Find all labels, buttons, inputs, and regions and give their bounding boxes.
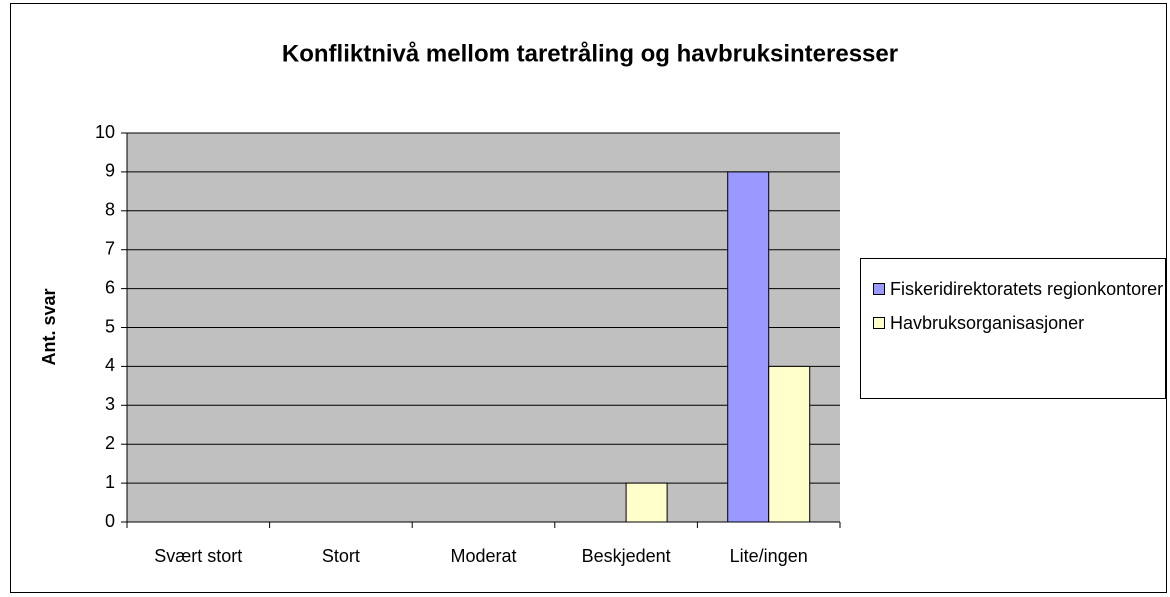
y-tick-label: 9 <box>105 161 115 181</box>
x-tick-label: Svært stort <box>154 546 242 566</box>
y-tick-label: 3 <box>105 394 115 414</box>
x-tick-label: Moderat <box>450 546 516 566</box>
y-tick-label: 7 <box>105 238 115 258</box>
x-tick-label: Beskjedent <box>582 546 671 566</box>
y-tick-label: 5 <box>105 316 115 336</box>
bar <box>625 482 668 523</box>
legend: Fiskeridirektoratets regionkontorer Havbr… <box>860 258 1166 399</box>
bar <box>727 171 770 523</box>
legend-entry: Fiskeridirektoratets regionkontorer <box>873 277 1165 301</box>
x-tick-label: Stort <box>322 546 360 566</box>
y-tick-label: 8 <box>105 200 115 220</box>
x-tick-label: Lite/ingen <box>730 546 808 566</box>
chart-title: Konfliktnivå mellom taretråling og havbr… <box>282 40 898 67</box>
legend-swatch <box>873 283 885 295</box>
bar <box>768 365 811 523</box>
y-tick-label: 4 <box>105 355 115 375</box>
y-tick-label: 1 <box>105 472 115 492</box>
legend-entry: Havbruksorganisasjoner <box>873 311 1165 335</box>
y-tick-label: 10 <box>95 122 115 142</box>
legend-label: Fiskeridirektoratets regionkontorer <box>890 279 1164 299</box>
y-tick-label: 6 <box>105 277 115 297</box>
y-tick-label: 2 <box>105 433 115 453</box>
legend-label: Havbruksorganisasjoner <box>890 313 1085 333</box>
legend-swatch <box>873 317 885 329</box>
y-axis-label: Ant. svar <box>39 288 59 365</box>
y-tick-label: 0 <box>105 511 115 531</box>
